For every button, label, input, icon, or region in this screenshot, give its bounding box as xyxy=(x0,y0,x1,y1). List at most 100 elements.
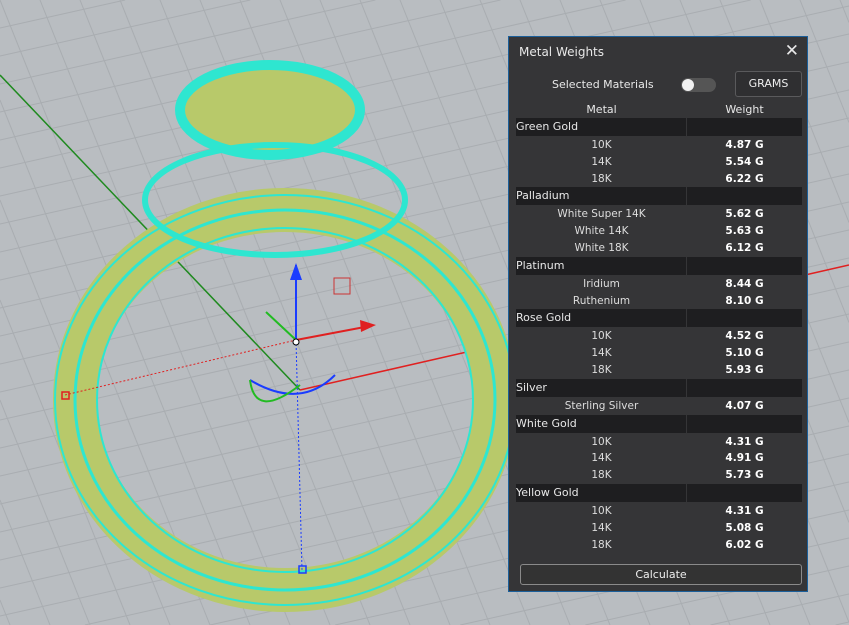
col-weight: Weight xyxy=(725,103,764,116)
table-row: 14K 5.08 G xyxy=(516,520,802,537)
grid-line xyxy=(0,499,51,625)
table-row: 18K 6.02 G xyxy=(516,537,802,554)
table-row: 18K 5.73 G xyxy=(516,467,802,484)
grid-line xyxy=(839,0,849,23)
grid-line xyxy=(79,0,331,625)
metal-weights-panel: Metal Weights ✕ Selected Materials GRAMS… xyxy=(508,36,808,592)
metal-name: 14K xyxy=(591,155,612,168)
metal-name: Iridium xyxy=(583,277,620,290)
metal-name: Sterling Silver xyxy=(564,399,639,412)
metal-weight: 6.12 G xyxy=(725,241,764,254)
calculate-button[interactable]: Calculate xyxy=(520,564,802,585)
units-button[interactable]: GRAMS xyxy=(735,71,802,97)
table-row: Ruthenium 8.10 G xyxy=(516,293,802,310)
col-metal: Metal xyxy=(586,103,617,116)
group-name: White Gold xyxy=(516,414,687,433)
group-name: Palladium xyxy=(516,187,687,206)
metal-weight: 5.54 G xyxy=(725,155,764,168)
metal-weight: 5.93 G xyxy=(725,363,764,376)
selected-materials-toggle[interactable] xyxy=(681,78,716,92)
metal-name: White 14K xyxy=(574,225,629,238)
group-weight-cell xyxy=(687,187,802,206)
table-row: 10K 4.31 G xyxy=(516,503,802,520)
group-weight-cell xyxy=(687,256,802,275)
grid-line xyxy=(0,599,11,625)
table-row: 10K 4.87 G xyxy=(516,137,802,154)
metal-weight: 4.07 G xyxy=(725,399,764,412)
group-name: Yellow Gold xyxy=(516,483,687,502)
group-weight-cell xyxy=(687,118,802,136)
table-row: 14K 5.10 G xyxy=(516,345,802,362)
metal-weight: 6.22 G xyxy=(725,172,764,185)
metal-name: 18K xyxy=(591,363,612,376)
group-name: Platinum xyxy=(516,256,687,275)
grid-line xyxy=(0,0,251,57)
table-row: 18K 5.93 G xyxy=(516,362,802,379)
group-header: Rose Gold xyxy=(516,309,802,328)
close-icon[interactable]: ✕ xyxy=(784,41,799,61)
metal-weight: 4.87 G xyxy=(725,139,764,151)
group-weight-cell xyxy=(687,414,802,433)
group-header: Platinum xyxy=(516,256,802,275)
grid-line xyxy=(0,0,376,85)
group-header: Green Gold xyxy=(516,118,802,136)
table-row: 14K 5.54 G xyxy=(516,154,802,171)
metal-name: White Super 14K xyxy=(557,208,646,221)
metal-weight: 4.31 G xyxy=(725,504,764,517)
group-name: Silver xyxy=(516,378,687,397)
table-row: Iridium 8.44 G xyxy=(516,276,802,293)
metal-name: 14K xyxy=(591,347,612,360)
metal-name: 10K xyxy=(591,504,612,517)
metal-weight: 5.63 G xyxy=(725,225,764,238)
group-weight-cell xyxy=(687,309,802,328)
group-header: White Gold xyxy=(516,414,802,433)
metal-weight: 4.31 G xyxy=(725,435,764,448)
grid-line xyxy=(799,0,849,123)
metal-name: 10K xyxy=(591,139,612,151)
table-row: 18K 6.22 G xyxy=(516,171,802,188)
group-header: Yellow Gold xyxy=(516,483,802,502)
grid-line xyxy=(0,0,751,169)
grid-line xyxy=(710,593,849,625)
toggle-knob xyxy=(682,79,694,91)
table-row: Sterling Silver 4.07 G xyxy=(516,398,802,415)
table-row: 14K 4.91 G xyxy=(516,450,802,467)
group-weight-cell xyxy=(687,378,802,397)
metal-weight: 4.91 G xyxy=(725,452,764,465)
metal-name: 10K xyxy=(591,435,612,448)
metal-name: 14K xyxy=(591,521,612,534)
grid-line xyxy=(39,0,291,625)
metal-weight: 5.73 G xyxy=(725,469,764,482)
table-row: White Super 14K 5.62 G xyxy=(516,206,802,223)
gumball-widget[interactable] xyxy=(61,263,376,574)
metal-weight: 8.44 G xyxy=(725,277,764,290)
metal-weight: 4.52 G xyxy=(725,330,764,343)
table-header: Metal Weight xyxy=(516,103,802,116)
group-header: Silver xyxy=(516,378,802,397)
metal-weight: 5.10 G xyxy=(725,347,764,360)
metal-weight: 6.02 G xyxy=(725,538,764,551)
grid-line xyxy=(0,399,91,625)
metal-weight: 8.10 G xyxy=(725,294,764,307)
grid-line xyxy=(0,0,126,29)
metal-weight: 5.08 G xyxy=(725,521,764,534)
table-row: 10K 4.31 G xyxy=(516,434,802,451)
group-name: Green Gold xyxy=(516,118,687,136)
metal-name: 18K xyxy=(591,469,612,482)
panel-title: Metal Weights xyxy=(519,45,605,59)
grid-line xyxy=(0,0,501,113)
metal-name: 10K xyxy=(591,330,612,343)
table-row: White 18K 6.12 G xyxy=(516,240,802,257)
weights-table: Green Gold 10K 4.87 G 14K 5.54 G 18K 6.22 G Pal… xyxy=(516,118,802,553)
grid-line xyxy=(0,0,251,625)
table-row: 10K 4.52 G xyxy=(516,328,802,345)
group-name: Rose Gold xyxy=(516,309,687,328)
ring-model xyxy=(53,60,517,612)
metal-weight: 5.62 G xyxy=(725,208,764,221)
group-header: Palladium xyxy=(516,187,802,206)
metal-name: 18K xyxy=(591,538,612,551)
metal-name: Ruthenium xyxy=(572,294,631,307)
table-row: White 14K 5.63 G xyxy=(516,223,802,240)
metal-name: 14K xyxy=(591,452,612,465)
metal-name: White 18K xyxy=(574,241,629,254)
